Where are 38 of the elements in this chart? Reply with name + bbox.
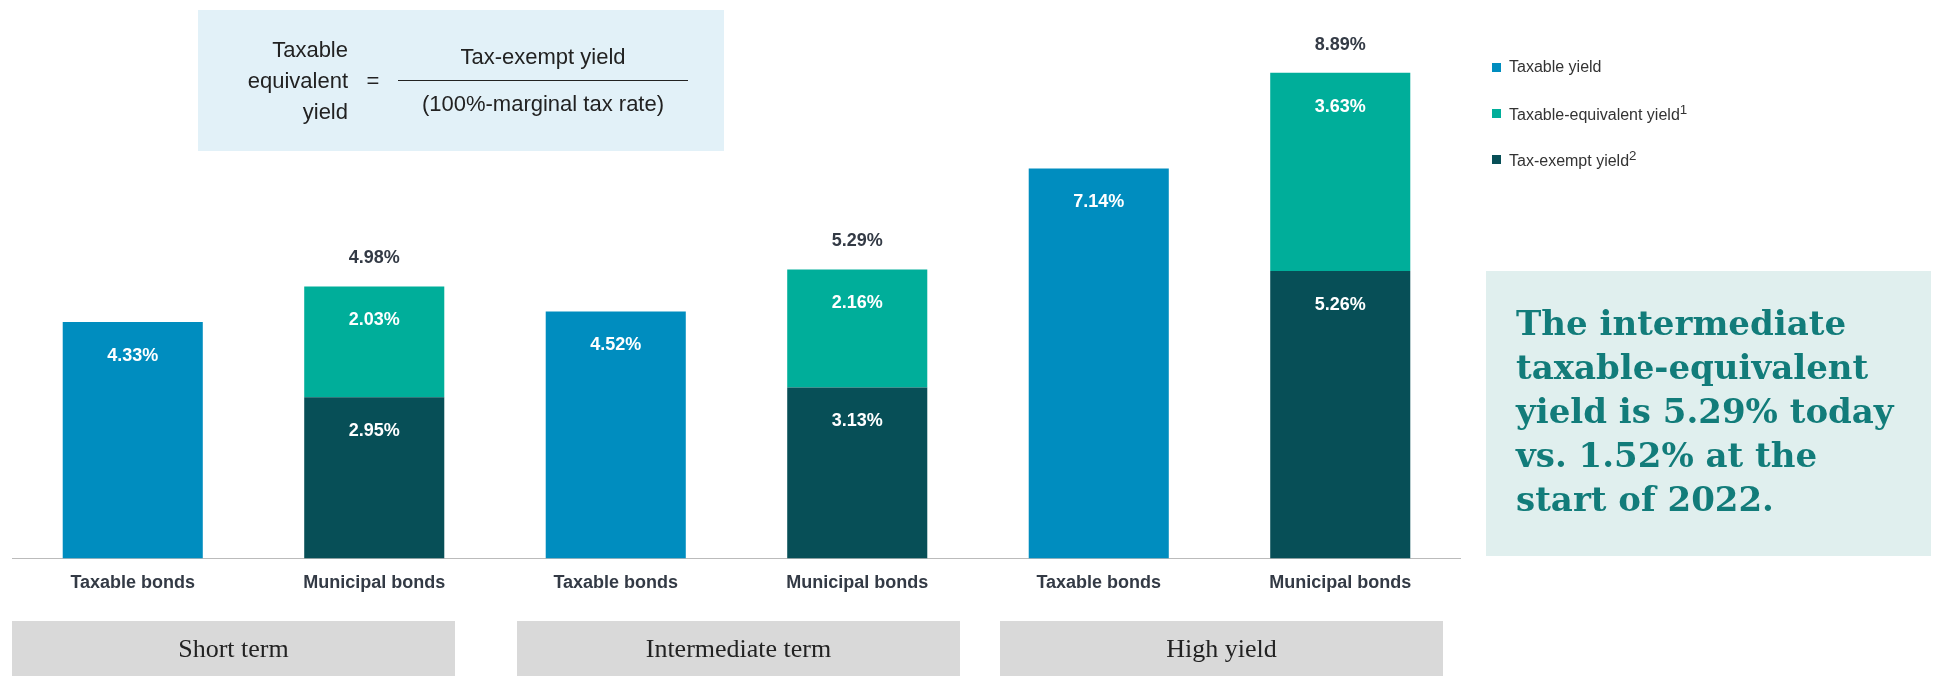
text: Short term [12, 621, 455, 676]
data-label: 4.33% [107, 344, 159, 365]
data-label: 3.13% [831, 410, 883, 431]
bar [545, 311, 686, 559]
bar [1270, 72, 1411, 272]
legend-label: Taxable-equivalent yield$^{1}$ [1509, 101, 1688, 125]
data-label: 2.95% [348, 420, 400, 441]
bar [1270, 271, 1411, 559]
total-label: 8.89% [1314, 33, 1366, 54]
bar [1028, 168, 1169, 559]
legend-label: Taxable yield [1509, 58, 1602, 76]
bar [304, 397, 445, 559]
formula-box: Taxable equivalent yield = Tax-exempt yield (100%-marginal tax rate) [198, 10, 724, 151]
annotation: Taxable equivalent yield [246, 36, 348, 126]
bar [787, 269, 928, 388]
text: High yield [1000, 621, 1443, 676]
data-label: 7.14% [1073, 191, 1125, 212]
x-tick-label: Municipal bonds [1269, 572, 1412, 593]
x-tick-label: Taxable bonds [70, 572, 196, 593]
x-tick-label: Taxable bonds [553, 572, 679, 593]
data-label: 4.52% [590, 334, 642, 355]
total-label: 5.29% [831, 230, 883, 251]
bar [787, 387, 928, 559]
text: Intermediate term [517, 621, 960, 676]
annotation: = [365, 67, 381, 94]
text: The intermediate taxable-equivalent yield is 5.29% today vs. 1.52% at the start of 2022. [1486, 271, 1931, 556]
data-label: 2.03% [348, 309, 400, 330]
annotation: (100%-marginal tax rate) [420, 90, 666, 117]
x-tick-label: Taxable bonds [1036, 572, 1162, 593]
x-tick-label: Municipal bonds [786, 572, 929, 593]
data-label: 5.26% [1314, 294, 1366, 315]
data-label: 2.16% [831, 292, 883, 313]
data-label: 3.63% [1314, 95, 1366, 116]
total-label: 4.98% [348, 247, 400, 268]
legend-label: Tax-exempt yield$^{2}$ [1509, 147, 1637, 171]
bar [62, 321, 203, 559]
bar [304, 286, 445, 398]
x-tick-label: Municipal bonds [303, 572, 446, 593]
